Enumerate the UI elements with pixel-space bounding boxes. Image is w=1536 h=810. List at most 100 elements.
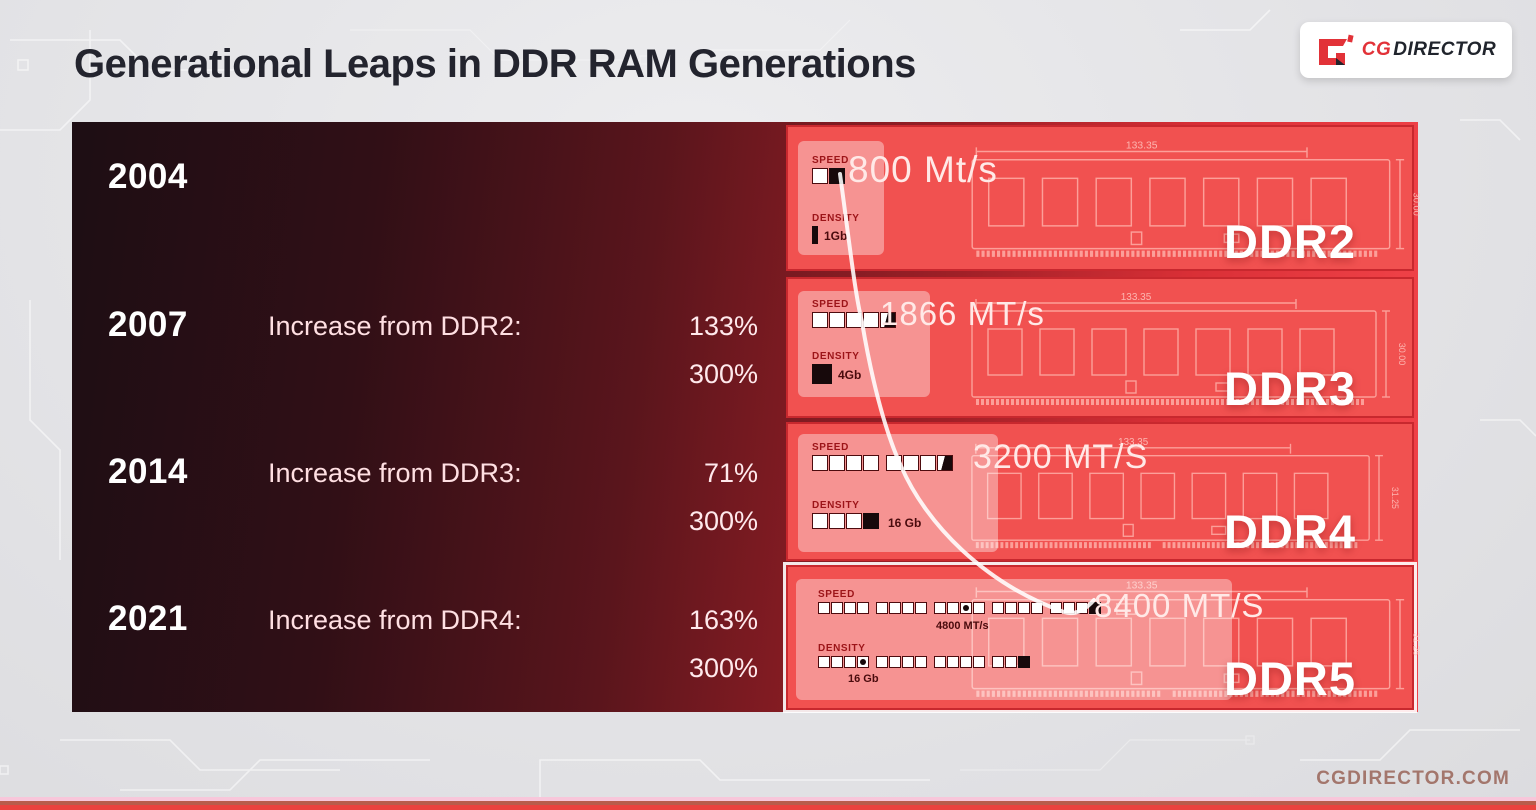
- indicator-cell: [992, 656, 1004, 668]
- speed-label: SPEED: [818, 589, 855, 600]
- timeline-row-2007: 2007 Increase from DDR2: 133% 300%: [72, 305, 780, 415]
- indicator-cell: [818, 602, 830, 614]
- indicator-cell: [812, 226, 818, 244]
- indicator-cell: [876, 602, 888, 614]
- dim-width-label: 133.35: [1118, 437, 1149, 448]
- pct-primary: 71%: [703, 458, 758, 488]
- year-label: 2007: [108, 305, 188, 344]
- indicator-cell: [876, 656, 888, 668]
- logo-text-director: DIRECTOR: [1393, 39, 1497, 60]
- increase-label: Increase from DDR2:: [268, 311, 522, 341]
- module-card-ddr2: 133.35 30.00 SPEED 800 Mt/s DENSITY 1Gb …: [786, 125, 1421, 271]
- dim-height-label: 31.25: [1390, 487, 1399, 509]
- indicator-cell: [844, 656, 856, 668]
- density-label: DENSITY: [812, 213, 860, 224]
- dim-width-label: 133.35: [1126, 140, 1158, 151]
- brand-logo: CG DIRECTOR: [1300, 22, 1512, 78]
- indicator-cell: [915, 602, 927, 614]
- footer-stripe-red: [0, 805, 1536, 810]
- indicator-cell: [992, 602, 1004, 614]
- timeline-row-2021: 2021 Increase from DDR4: 163% 300%: [72, 599, 780, 709]
- indicator-cell: [1076, 602, 1088, 614]
- module-name: DDR2: [1224, 215, 1356, 268]
- increase-label: Increase from DDR3:: [268, 458, 522, 488]
- indicator-cell: [886, 455, 902, 471]
- dim-height-label: 31.25: [1411, 633, 1420, 656]
- indicator-cell: [857, 656, 869, 668]
- indicator-cell: [829, 513, 845, 529]
- module-card-ddr5: 133.35 31.25 SPEED 4800 MT/s 8400 MT/S D…: [786, 565, 1421, 710]
- indicator-cell: [960, 656, 972, 668]
- indicator-cell: [947, 602, 959, 614]
- year-label: 2021: [108, 599, 188, 638]
- indicator-cell: [902, 602, 914, 614]
- year-label: 2004: [108, 157, 188, 196]
- density-cells: [812, 513, 880, 529]
- indicator-cell: [844, 602, 856, 614]
- speed-label: SPEED: [812, 155, 849, 166]
- density-value: 16 Gb: [888, 516, 922, 530]
- indicator-cell: [1005, 656, 1017, 668]
- increase-label: Increase from DDR4:: [268, 605, 522, 635]
- page-title: Generational Leaps in DDR RAM Generation…: [74, 42, 916, 86]
- footer-stripe-brick: [0, 801, 1536, 805]
- density-value: 1Gb: [824, 229, 848, 243]
- dim-height-label: 30.00: [1411, 193, 1420, 216]
- indicator-cell: [903, 455, 919, 471]
- indicator-cell: [934, 602, 946, 614]
- indicator-cell: [1050, 602, 1062, 614]
- density-label: DENSITY: [818, 643, 866, 654]
- indicator-cell: [1018, 602, 1030, 614]
- indicator-cell: [889, 602, 901, 614]
- indicator-cell: [863, 312, 879, 328]
- module-card-ddr3: 133.35 30.00 SPEED 1866 MT/s DENSITY 4Gb…: [786, 277, 1414, 418]
- indicator-cell: [1063, 602, 1075, 614]
- density-label: DENSITY: [812, 351, 860, 362]
- logo-g-icon: [1318, 34, 1354, 65]
- module-name: DDR5: [1224, 652, 1356, 705]
- indicator-cell: [1018, 656, 1030, 668]
- indicator-cell: [960, 602, 972, 614]
- indicator-cell: [829, 168, 845, 184]
- module-card-ddr4: 133.35 31.25 SPEED 3200 MT/S DENSITY 16 …: [786, 422, 1414, 561]
- indicator-cell: [846, 312, 862, 328]
- indicator-cell: [829, 312, 845, 328]
- indicator-cell: [846, 513, 862, 529]
- speed-cells: [812, 455, 954, 471]
- timeline-row-2004: 2004: [72, 157, 780, 267]
- indicator-cell: [857, 602, 869, 614]
- dim-height-label: 30.00: [1397, 343, 1406, 366]
- indicator-cell: [812, 455, 828, 471]
- footer-url: CGDIRECTOR.COM: [1316, 768, 1510, 789]
- indicator-cell: [1005, 602, 1017, 614]
- indicator-cell: [863, 455, 879, 471]
- density-cells: [812, 364, 833, 384]
- indicator-cell: [831, 656, 843, 668]
- indicator-cell: [812, 312, 828, 328]
- density-value: 16 Gb: [848, 673, 879, 685]
- indicator-cell: [863, 513, 879, 529]
- dim-width-label: 133.35: [1121, 292, 1152, 303]
- indicator-cell: [973, 656, 985, 668]
- density-cells: [812, 226, 819, 244]
- indicator-cell: [902, 656, 914, 668]
- module-name: DDR3: [1224, 362, 1356, 415]
- speed-marker-label: 4800 MT/s: [936, 620, 989, 632]
- indicator-cell: [831, 602, 843, 614]
- pct-secondary: 300%: [688, 653, 758, 683]
- pct-primary: 133%: [688, 311, 758, 341]
- speed-value: 1866 MT/s: [880, 295, 1045, 332]
- indicator-cell: [937, 455, 953, 471]
- logo-text-cg: CG: [1361, 39, 1392, 60]
- speed-label: SPEED: [812, 442, 849, 453]
- pct-secondary: 300%: [688, 506, 758, 536]
- pct-primary: 163%: [688, 605, 758, 635]
- indicator-cell: [934, 656, 946, 668]
- indicator-cell: [846, 455, 862, 471]
- density-value: 4Gb: [838, 368, 862, 382]
- density-cells: [818, 656, 1031, 668]
- indicator-cell: [947, 656, 959, 668]
- density-label: DENSITY: [812, 500, 860, 511]
- speed-value: 8400 MT/S: [1094, 587, 1265, 624]
